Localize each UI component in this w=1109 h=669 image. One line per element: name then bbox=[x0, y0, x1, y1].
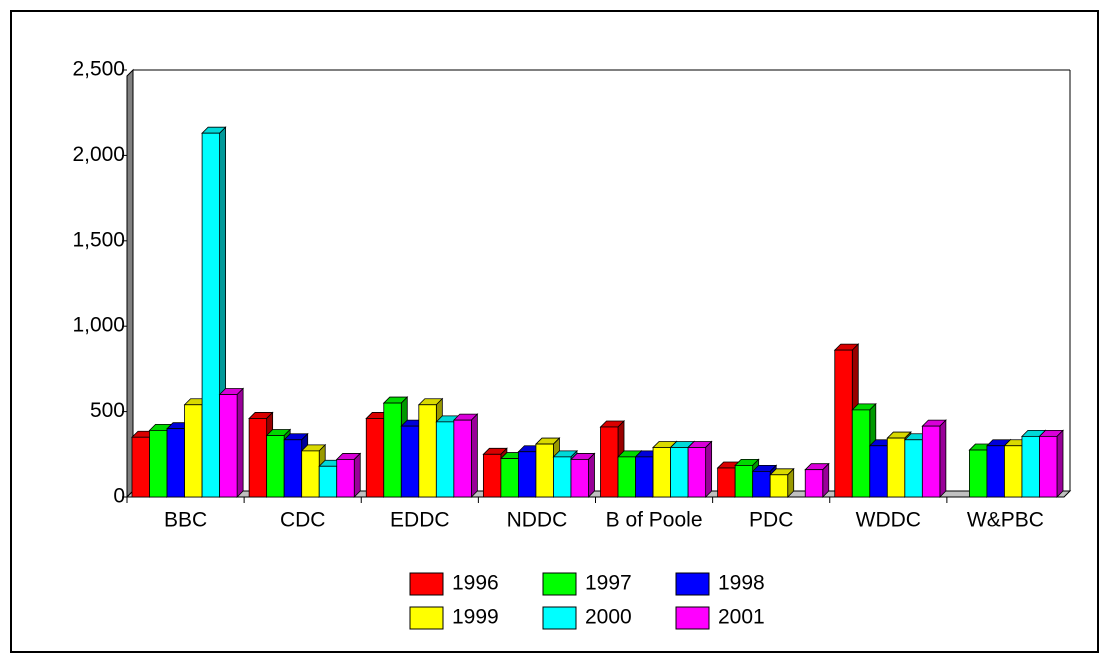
bar bbox=[600, 426, 619, 498]
bar bbox=[752, 470, 771, 498]
bar-side bbox=[939, 419, 947, 498]
bar bbox=[635, 456, 654, 498]
bar bbox=[734, 465, 754, 498]
x-tick-label: W&PBC bbox=[967, 509, 1044, 532]
bar bbox=[535, 443, 554, 498]
bar bbox=[283, 439, 303, 498]
legend-swatch bbox=[409, 572, 444, 596]
bar bbox=[149, 429, 168, 498]
bar bbox=[500, 458, 519, 498]
bar bbox=[769, 474, 789, 498]
bar-side bbox=[705, 440, 713, 498]
chart-border bbox=[10, 10, 1099, 653]
bar bbox=[553, 456, 572, 498]
bar bbox=[336, 459, 355, 498]
bar bbox=[869, 445, 888, 498]
bar-side bbox=[822, 462, 830, 498]
y-tick-label: 1,500 bbox=[72, 228, 125, 251]
bar bbox=[986, 445, 1005, 498]
x-tick-label: B of Poole bbox=[606, 509, 703, 532]
bar bbox=[968, 449, 988, 498]
bar bbox=[400, 425, 420, 498]
legend-label: 2001 bbox=[718, 606, 765, 629]
bar bbox=[834, 349, 853, 498]
bar bbox=[365, 418, 385, 498]
legend-label: 1999 bbox=[452, 606, 499, 629]
bar bbox=[886, 437, 906, 498]
bar bbox=[266, 435, 285, 498]
bar bbox=[804, 469, 824, 498]
bar bbox=[248, 418, 268, 498]
bar bbox=[851, 409, 871, 498]
bar bbox=[921, 425, 941, 498]
bar bbox=[652, 447, 671, 498]
bar bbox=[670, 447, 689, 498]
x-tick-label: CDC bbox=[280, 509, 326, 532]
bar bbox=[201, 132, 221, 498]
legend-label: 1998 bbox=[718, 572, 765, 595]
bar bbox=[617, 456, 636, 498]
x-tick-label: PDC bbox=[749, 509, 793, 532]
legend-label: 1997 bbox=[585, 572, 632, 595]
legend-swatch bbox=[675, 606, 710, 630]
y-tick-label: 0 bbox=[113, 485, 125, 508]
x-tick-label: EDDC bbox=[390, 509, 450, 532]
bar bbox=[301, 450, 320, 498]
bar bbox=[184, 404, 203, 498]
side-wall bbox=[126, 68, 134, 499]
x-tick-label: WDDC bbox=[856, 509, 921, 532]
bar bbox=[131, 436, 150, 498]
bar bbox=[318, 465, 338, 498]
bar-side bbox=[353, 452, 361, 498]
bar bbox=[1004, 445, 1023, 498]
y-tick-label: 2,500 bbox=[72, 58, 125, 81]
legend-label: 2000 bbox=[585, 606, 632, 629]
bar bbox=[219, 394, 238, 498]
bar-side bbox=[588, 452, 595, 498]
x-tick-label: NDDC bbox=[507, 509, 568, 532]
bar bbox=[1021, 435, 1040, 498]
bar-side bbox=[236, 387, 244, 498]
bar bbox=[435, 421, 455, 498]
legend-swatch bbox=[542, 572, 577, 596]
bar bbox=[717, 467, 736, 498]
x-tick-label: BBC bbox=[164, 509, 207, 532]
legend-label: 1996 bbox=[452, 572, 499, 595]
bar bbox=[904, 439, 923, 498]
y-tick-label: 2,000 bbox=[72, 143, 125, 166]
bar bbox=[482, 453, 502, 498]
bar bbox=[383, 402, 402, 498]
y-tick-label: 1,000 bbox=[72, 314, 125, 337]
legend-swatch bbox=[409, 606, 444, 630]
bar bbox=[1039, 435, 1058, 498]
legend-swatch bbox=[675, 572, 710, 596]
bar bbox=[166, 428, 185, 498]
y-tick-label: 500 bbox=[90, 399, 125, 422]
bar bbox=[518, 451, 537, 498]
bar bbox=[570, 459, 589, 498]
bar bbox=[453, 419, 472, 498]
bar bbox=[418, 404, 437, 498]
bar-side bbox=[1056, 429, 1064, 498]
legend-swatch bbox=[542, 606, 577, 630]
bar bbox=[687, 447, 707, 498]
bar-side bbox=[470, 413, 478, 498]
